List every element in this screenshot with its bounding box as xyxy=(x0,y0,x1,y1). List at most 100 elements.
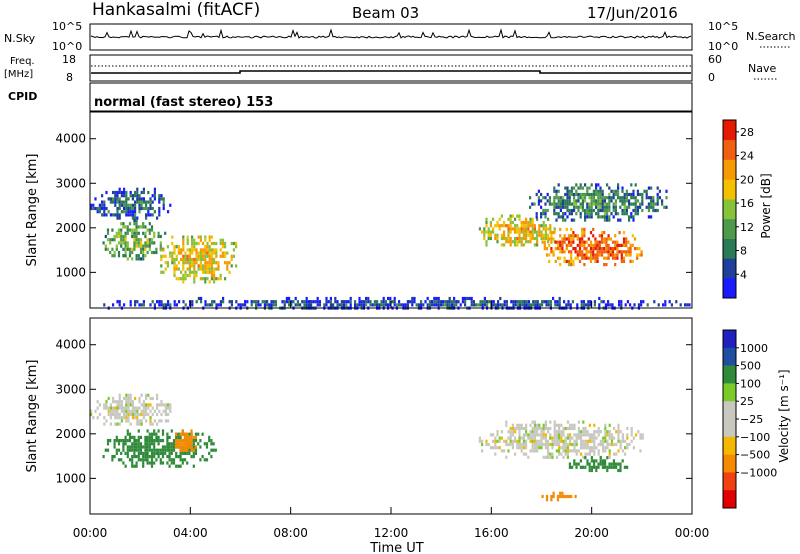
echo-cell xyxy=(621,202,624,206)
echo-cell xyxy=(142,200,145,204)
echo-cell xyxy=(589,243,593,247)
echo-cell xyxy=(475,303,478,307)
power-colorbar-swatch xyxy=(723,159,736,180)
echo-cell xyxy=(640,300,643,304)
echo-cell xyxy=(605,237,608,241)
echo-cell xyxy=(133,435,136,439)
echo-cell xyxy=(131,194,134,198)
echo-cell xyxy=(206,245,209,249)
echo-cell xyxy=(571,449,574,453)
echo-cell xyxy=(230,264,233,268)
echo-cell xyxy=(584,183,587,187)
echo-cell xyxy=(608,186,611,190)
echo-cell xyxy=(603,196,606,200)
echo-cell xyxy=(148,238,151,242)
echo-cell xyxy=(186,248,189,252)
echo-cell xyxy=(109,213,112,217)
echo-cell xyxy=(514,224,517,228)
echo-cell xyxy=(106,238,110,242)
echo-cell xyxy=(597,183,600,187)
echo-cell xyxy=(620,259,623,263)
echo-cell xyxy=(583,231,586,235)
echo-cell xyxy=(534,303,537,307)
echo-cell xyxy=(453,296,456,301)
echo-cell xyxy=(547,455,550,459)
echo-cell xyxy=(178,300,181,304)
echo-cell xyxy=(325,296,328,301)
echo-cell xyxy=(470,303,473,307)
echo-cell xyxy=(105,406,108,410)
echo-cell xyxy=(520,446,523,450)
echo-cell xyxy=(393,303,396,307)
echo-cell xyxy=(597,199,600,203)
echo-cell xyxy=(630,196,633,200)
echo-cell xyxy=(625,243,628,247)
echo-cell xyxy=(182,248,185,252)
echo-cell xyxy=(573,218,576,222)
echo-cell xyxy=(545,498,549,502)
echo-cell xyxy=(598,296,601,301)
echo-cell xyxy=(636,256,639,260)
echo-cell xyxy=(157,231,160,235)
echo-cell xyxy=(557,205,560,209)
echo-cell xyxy=(193,267,196,271)
echo-cell xyxy=(588,208,591,213)
echo-cell xyxy=(606,218,609,222)
echo-cell xyxy=(584,439,587,443)
echo-cell xyxy=(610,433,613,437)
echo-cell xyxy=(598,247,601,251)
echo-cell xyxy=(138,400,141,404)
echo-cell xyxy=(538,446,541,450)
echo-cell xyxy=(533,449,536,453)
echo-cell xyxy=(153,187,156,191)
echo-cell xyxy=(624,446,627,450)
echo-cell xyxy=(148,455,151,459)
echo-cell xyxy=(184,277,187,281)
echo-cell xyxy=(378,303,381,307)
echo-cell xyxy=(457,300,460,304)
echo-cell xyxy=(645,196,648,200)
echo-cell xyxy=(135,218,138,223)
echo-cell xyxy=(581,199,584,203)
echo-cell xyxy=(123,412,126,417)
echo-cell xyxy=(540,426,543,431)
echo-cell xyxy=(599,456,602,460)
echo-cell xyxy=(186,241,189,246)
velocity-colorbar-tick-label: 25 xyxy=(740,395,754,408)
echo-cell xyxy=(129,409,132,413)
echo-cell xyxy=(158,403,161,407)
echo-cell xyxy=(494,303,497,307)
echo-cell xyxy=(160,270,163,274)
echo-cell xyxy=(137,458,140,462)
echo-cell xyxy=(547,240,550,244)
echo-cell xyxy=(204,251,207,255)
echo-cell xyxy=(115,234,118,239)
echo-cell xyxy=(621,199,624,203)
nave-tick-bottom: 0 xyxy=(708,71,715,84)
echo-cell xyxy=(307,303,310,307)
echo-cell xyxy=(507,240,510,244)
echo-cell xyxy=(349,300,352,304)
echo-cell xyxy=(92,416,95,420)
echo-cell xyxy=(123,200,126,204)
echo-cell xyxy=(186,435,189,439)
echo-cell xyxy=(142,303,145,307)
echo-cell xyxy=(547,439,550,443)
echo-cell xyxy=(288,303,291,307)
echo-cell xyxy=(161,432,165,436)
echo-cell xyxy=(123,303,126,307)
echo-cell xyxy=(613,436,616,440)
echo-cell xyxy=(510,300,513,304)
echo-cell xyxy=(579,205,582,209)
echo-cell xyxy=(563,259,566,263)
echo-cell xyxy=(117,458,121,462)
echo-cell xyxy=(206,264,209,268)
echo-cell xyxy=(442,303,445,307)
echo-cell xyxy=(560,436,563,440)
echo-cell xyxy=(664,300,667,304)
echo-cell xyxy=(519,303,522,307)
echo-cell xyxy=(549,224,552,228)
echo-cell xyxy=(577,449,580,453)
echo-cell xyxy=(606,442,609,447)
echo-cell xyxy=(145,412,148,417)
